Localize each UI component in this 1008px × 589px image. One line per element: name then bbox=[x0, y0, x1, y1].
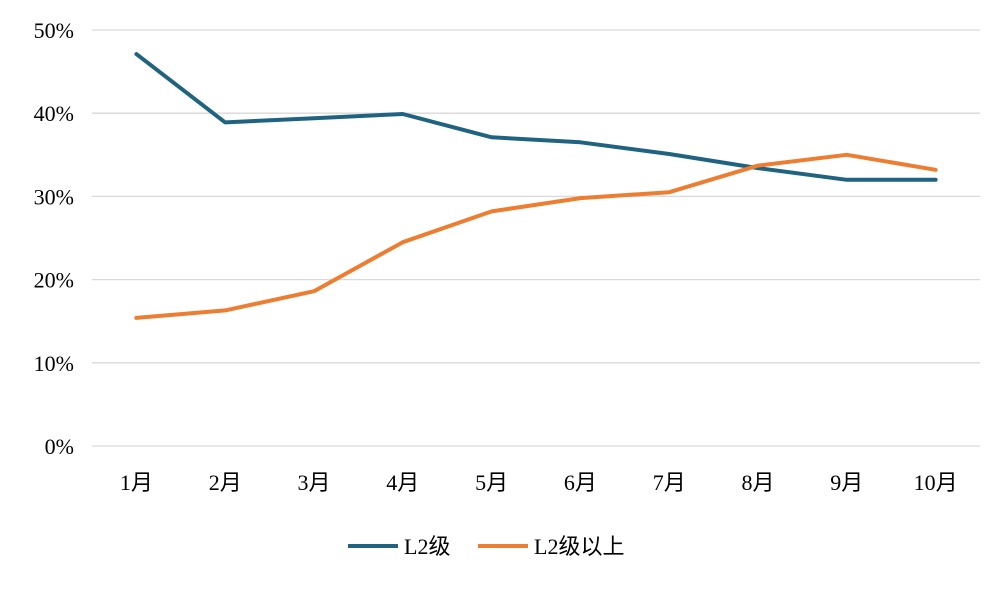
x-tick-label: 6月 bbox=[564, 470, 597, 495]
x-axis-ticks: 1月 2月 3月 4月 5月 6月 7月 8月 9月 10月 bbox=[120, 470, 958, 495]
y-tick-label: 50% bbox=[34, 18, 74, 43]
x-tick-label: 5月 bbox=[475, 470, 508, 495]
y-tick-label: 40% bbox=[34, 101, 74, 126]
y-axis-ticks: 0% 10% 20% 30% 40% 50% bbox=[34, 18, 74, 459]
y-tick-label: 30% bbox=[34, 184, 74, 209]
y-tick-label: 20% bbox=[34, 268, 74, 293]
x-tick-label: 8月 bbox=[741, 470, 774, 495]
y-tick-label: 0% bbox=[45, 434, 74, 459]
legend-label: L2级 bbox=[404, 534, 450, 559]
series-line-2 bbox=[134, 152, 938, 320]
x-tick-label: 4月 bbox=[386, 470, 419, 495]
y-tick-label: 10% bbox=[34, 351, 74, 376]
gridlines bbox=[92, 29, 980, 447]
x-tick-label: 9月 bbox=[830, 470, 863, 495]
x-tick-label: 7月 bbox=[653, 470, 686, 495]
x-tick-label: 1月 bbox=[120, 470, 153, 495]
x-tick-label: 2月 bbox=[209, 470, 242, 495]
series-lines bbox=[134, 52, 938, 320]
series-line-1 bbox=[134, 52, 938, 182]
x-tick-label: 3月 bbox=[297, 470, 330, 495]
legend: L2级 L2级以上 bbox=[348, 534, 624, 559]
legend-label: L2级以上 bbox=[534, 534, 624, 559]
x-tick-label: 10月 bbox=[914, 470, 958, 495]
